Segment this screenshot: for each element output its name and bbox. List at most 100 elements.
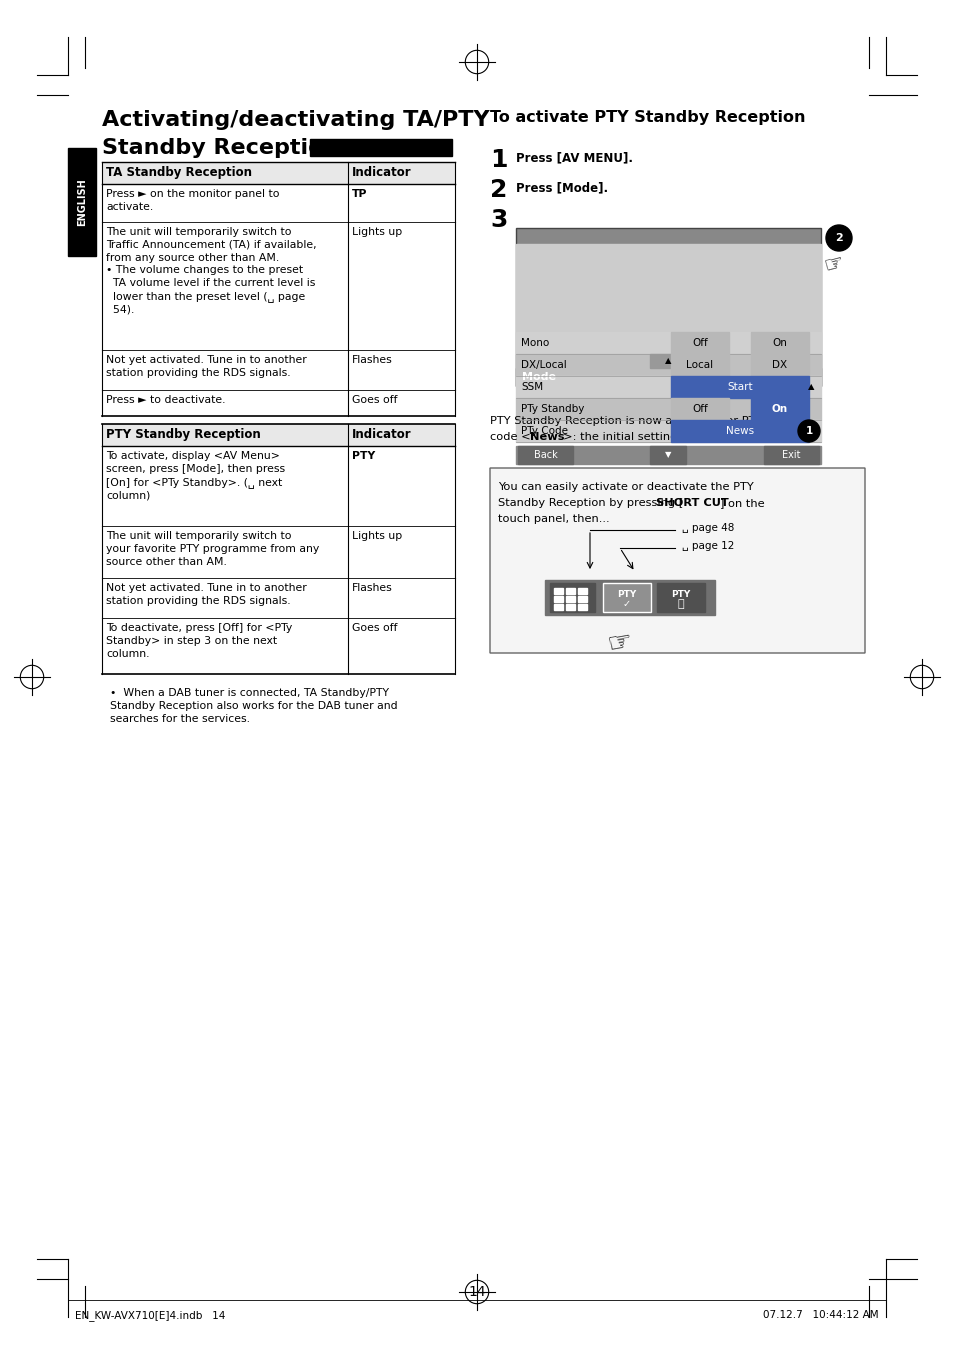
Text: Press [AV MENU].: Press [AV MENU]. (516, 152, 633, 164)
Text: To activate PTY Standby Reception: To activate PTY Standby Reception (490, 110, 804, 125)
Text: To deactivate, press [Off] for <PTy
Standby> in step 3 on the next
column.: To deactivate, press [Off] for <PTy Stan… (106, 623, 292, 658)
Bar (578, 596, 586, 603)
Bar (554, 604, 562, 611)
Bar (670, 353, 728, 376)
Bar (578, 604, 586, 611)
Text: Indicator: Indicator (352, 428, 411, 441)
Circle shape (797, 420, 820, 441)
Text: TP: TP (352, 190, 367, 199)
Text: To activate, display <AV Menu>
screen, press [Mode], then press
[On] for <PTy St: To activate, display <AV Menu> screen, p… (106, 451, 285, 501)
Text: Standby Reception: Standby Reception (102, 138, 339, 158)
Bar (750, 398, 808, 420)
Bar (516, 227, 821, 386)
Text: Indicator: Indicator (352, 167, 411, 179)
Bar (602, 584, 650, 612)
Text: Lights up: Lights up (352, 227, 402, 237)
Text: ▲: ▲ (807, 382, 814, 391)
Circle shape (825, 225, 851, 250)
Text: SSM: SSM (520, 382, 542, 393)
Text: On: On (771, 403, 787, 414)
Text: TA Standby Reception: TA Standby Reception (106, 167, 252, 179)
Bar (649, 445, 685, 464)
Bar (550, 584, 595, 612)
Bar (516, 445, 821, 464)
Text: Mono: Mono (520, 338, 549, 348)
Text: ⌕: ⌕ (677, 600, 683, 609)
Text: DX: DX (772, 360, 787, 370)
Bar (649, 353, 685, 368)
Text: Press ► to deactivate.: Press ► to deactivate. (106, 395, 225, 405)
Text: code <: code < (490, 432, 530, 441)
Text: ␣ page 48: ␣ page 48 (681, 523, 734, 533)
Text: News: News (725, 427, 753, 436)
Bar (670, 398, 728, 420)
Text: Goes off: Goes off (352, 395, 397, 405)
Text: •  When a DAB tuner is connected, TA Standby/PTY
Standby Reception also works fo: • When a DAB tuner is connected, TA Stan… (110, 688, 397, 724)
Text: Back: Back (534, 450, 558, 460)
Text: Not yet activated. Tune in to another
station providing the RDS signals.: Not yet activated. Tune in to another st… (106, 355, 307, 378)
Bar (516, 353, 821, 376)
Bar (554, 588, 562, 594)
Text: PTy Standby: PTy Standby (520, 403, 584, 414)
Text: Flashes: Flashes (352, 584, 393, 593)
Text: The unit will temporarily switch to
Traffic Announcement (TA) if available,
from: The unit will temporarily switch to Traf… (106, 227, 316, 314)
Text: PTY Standby Reception: PTY Standby Reception (106, 428, 260, 441)
Text: DX/Local: DX/Local (520, 360, 566, 370)
Bar (516, 353, 821, 368)
Text: SHORT CUT: SHORT CUT (656, 498, 728, 508)
Text: PTY: PTY (671, 590, 690, 598)
Bar (554, 596, 562, 603)
Bar (102, 424, 455, 445)
Text: ☞: ☞ (821, 252, 845, 276)
Bar (516, 420, 821, 441)
Bar (750, 353, 808, 376)
Text: Mode: Mode (521, 372, 556, 382)
Text: PTy Code: PTy Code (520, 427, 567, 436)
Text: 14: 14 (468, 1285, 485, 1298)
Text: 2: 2 (834, 233, 842, 242)
Text: PTY: PTY (352, 451, 375, 460)
Bar (565, 596, 575, 603)
Text: Not yet activated. Tune in to another
station providing the RDS signals.: Not yet activated. Tune in to another st… (106, 584, 307, 605)
Bar (310, 139, 452, 156)
Bar (670, 332, 728, 353)
Bar (544, 580, 714, 615)
Text: Goes off: Goes off (352, 623, 397, 634)
Text: 1: 1 (804, 427, 812, 436)
Text: Lights up: Lights up (352, 531, 402, 542)
Bar (578, 588, 586, 594)
Text: Off: Off (691, 338, 707, 348)
FancyBboxPatch shape (490, 468, 864, 653)
Text: ▼: ▼ (664, 451, 671, 459)
Text: ] on the: ] on the (720, 498, 763, 508)
Bar (516, 376, 821, 398)
Text: PTY Standby Reception is now activated for PTY: PTY Standby Reception is now activated f… (490, 416, 761, 427)
Bar (516, 244, 821, 353)
Text: ENGLISH: ENGLISH (77, 179, 87, 226)
Bar (516, 398, 821, 420)
Text: Local: Local (686, 360, 713, 370)
Text: On: On (772, 338, 786, 348)
Text: Standby Reception by pressing [: Standby Reception by pressing [ (497, 498, 682, 508)
Text: PTY: PTY (617, 590, 636, 598)
Text: Activating/deactivating TA/PTY: Activating/deactivating TA/PTY (102, 110, 489, 130)
Bar (517, 445, 573, 464)
Bar (68, 148, 96, 256)
Text: ✓: ✓ (622, 598, 630, 608)
Text: ▲: ▲ (664, 356, 671, 366)
Bar (763, 445, 818, 464)
Bar (565, 588, 575, 594)
Bar (670, 420, 808, 441)
Text: Exit: Exit (781, 450, 800, 460)
Text: >: the initial setting.: >: the initial setting. (562, 432, 680, 441)
Text: 2: 2 (490, 177, 507, 202)
Text: 3: 3 (490, 209, 507, 232)
Text: The unit will temporarily switch to
your favorite PTY programme from any
source : The unit will temporarily switch to your… (106, 531, 319, 566)
Bar (516, 368, 821, 386)
Text: touch panel, then...: touch panel, then... (497, 515, 609, 524)
Bar (657, 584, 704, 612)
Text: ␣ page 12: ␣ page 12 (681, 542, 734, 551)
Text: Press ► on the monitor panel to
activate.: Press ► on the monitor panel to activate… (106, 190, 279, 211)
Bar (102, 162, 455, 184)
Bar (670, 376, 808, 398)
